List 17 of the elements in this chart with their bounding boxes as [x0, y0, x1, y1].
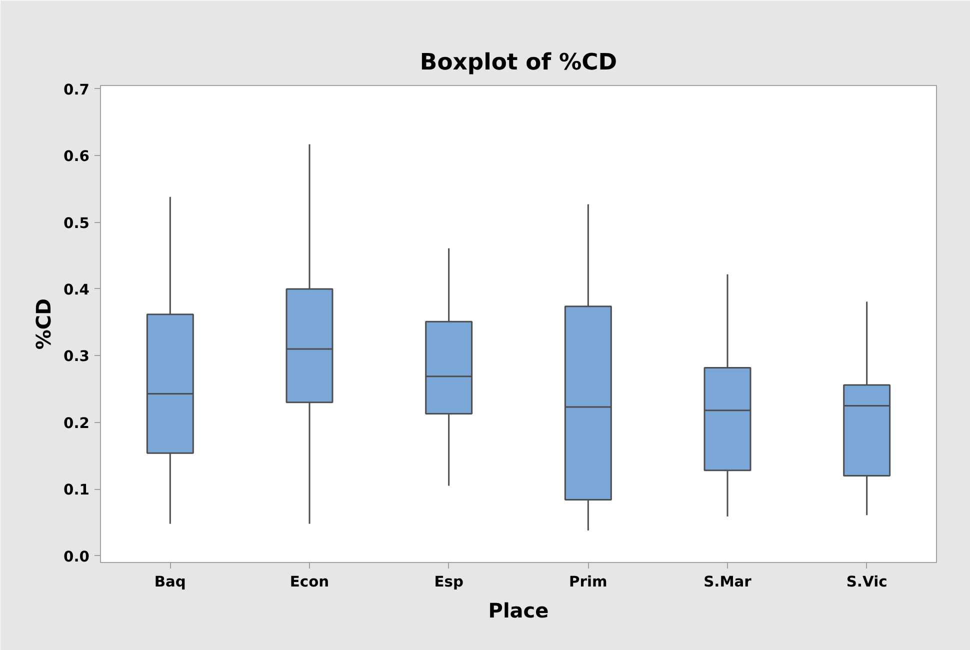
y-tick-label: 0.5 — [64, 214, 90, 232]
x-tick-label: Econ — [290, 574, 330, 590]
y-axis-title: %CD — [32, 298, 56, 350]
y-tick-label: 0.2 — [64, 414, 90, 432]
y-tick-label: 0.4 — [64, 281, 90, 298]
y-tick-label: 0.7 — [64, 81, 90, 98]
x-axis-title: Place — [488, 598, 549, 622]
x-tick-label: S.Mar — [704, 574, 752, 590]
y-tick-label: 0.6 — [64, 148, 90, 166]
y-tick-label: 0.0 — [64, 548, 90, 566]
x-tick-label: Esp — [434, 574, 464, 590]
chart-title: Boxplot of %CD — [420, 50, 618, 76]
y-tick-label: 0.3 — [64, 348, 90, 366]
x-tick-label: Baq — [154, 574, 186, 590]
x-tick-label: Prim — [569, 574, 608, 590]
y-tick-label: 0.1 — [64, 482, 90, 499]
x-tick-label: S.Vic — [846, 574, 888, 590]
